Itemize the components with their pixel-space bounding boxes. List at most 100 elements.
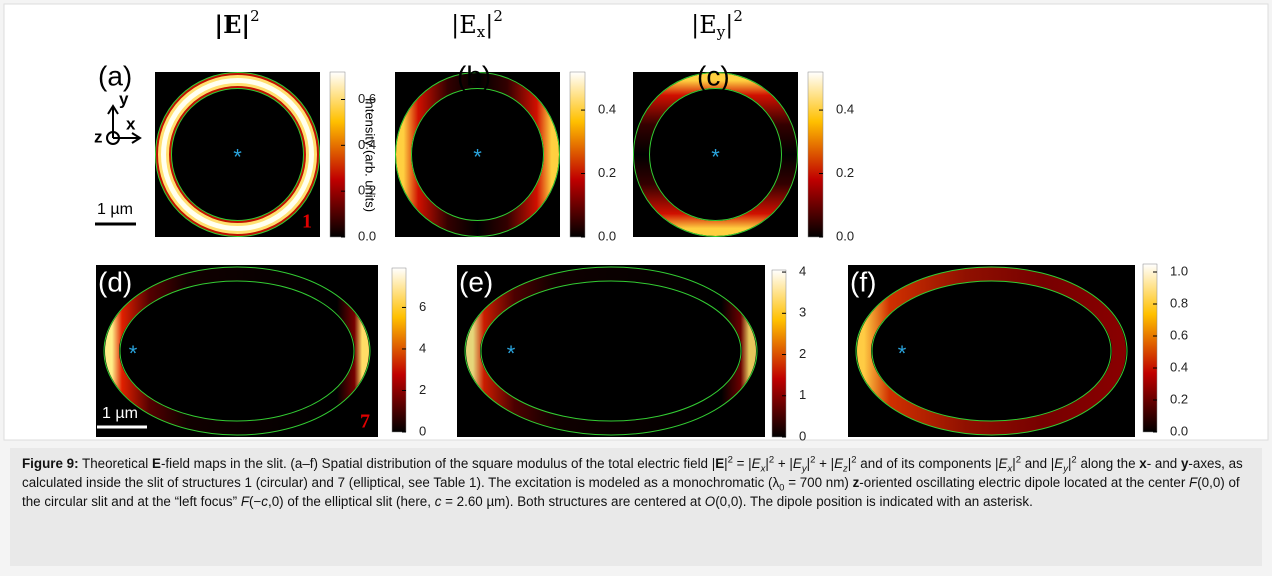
colorbar-tick-label: 2	[419, 382, 426, 397]
caption-text: (−	[249, 494, 262, 509]
dipole-marker: *	[473, 144, 482, 169]
caption-text: E	[152, 456, 161, 471]
caption-text: 2	[727, 454, 733, 466]
dipole-marker: *	[129, 341, 138, 366]
colorbar-tick-label: 0.2	[358, 183, 376, 198]
colorbar-tick-label: 1.0	[1170, 263, 1188, 278]
title-sub: y	[716, 23, 726, 41]
column-title: |Ey|2	[691, 7, 743, 41]
caption-text: c	[434, 494, 442, 509]
title-end: |	[485, 11, 493, 40]
field-ring	[396, 73, 559, 236]
title-text: |E	[691, 11, 717, 40]
colorbar-tick-label: 4	[419, 340, 426, 355]
dipole-marker: *	[233, 144, 242, 169]
caption-text: 2	[1071, 454, 1077, 466]
panel-label: (a)	[98, 60, 132, 91]
colorbar-tick-label: 0.6	[1170, 327, 1188, 342]
colorbar	[391, 267, 407, 433]
caption-text: -oriented oscillating electric dipole lo…	[859, 475, 1190, 490]
colorbar-tick-label: 0.2	[1170, 391, 1188, 406]
colorbar-tick-label: 0.4	[358, 137, 376, 152]
colorbar-tick-label: 0.2	[598, 165, 616, 180]
panel: * (e) 0 1 2 3 4	[457, 263, 806, 443]
caption-text: E	[792, 456, 802, 471]
caption-text: x	[1007, 464, 1012, 475]
colorbar-tick-label: 0.6	[358, 91, 376, 106]
slit-outline	[411, 88, 544, 221]
caption-text: x	[760, 463, 766, 475]
field-map	[96, 265, 378, 437]
panel: * (f) 0.0 0.2 0.4 0.6 0.8 1.0	[848, 263, 1188, 438]
field-ring	[634, 73, 797, 236]
colorbar	[329, 71, 346, 238]
caption: Figure 9: Theoretical E-field maps in th…	[10, 448, 1262, 566]
panel: * (b) 0.0 0.2 0.4	[395, 60, 616, 243]
field-ring	[105, 267, 369, 435]
caption-text: y	[1063, 464, 1068, 475]
caption-text: |	[1012, 456, 1016, 471]
caption-text: y	[1180, 456, 1189, 471]
scale-bar-label: 1 µm	[102, 405, 138, 422]
colorbar-tick-label: 0.4	[598, 102, 616, 117]
caption-text: 2	[768, 454, 775, 466]
title-sup: 2	[250, 7, 260, 25]
caption-text: y	[1063, 463, 1068, 475]
panel: * (d) 7 0 2 4 6	[96, 265, 426, 438]
slit-outline	[855, 266, 1128, 436]
colorbar-tick-label: 0.0	[598, 228, 616, 243]
title-sup: 2	[733, 7, 743, 25]
field-map	[457, 265, 765, 437]
caption-text: + |	[815, 456, 835, 471]
caption-text: |	[1067, 456, 1072, 471]
caption-text: O	[704, 494, 716, 509]
colorbar	[807, 71, 824, 238]
field-map	[848, 265, 1135, 437]
title-sub: x	[477, 23, 486, 41]
caption-text: Figure 9:	[22, 456, 79, 471]
caption-text: E	[834, 456, 844, 471]
column-title: |E|2	[214, 7, 259, 39]
caption-text: = 700 nm)	[784, 475, 853, 490]
axis-y-label: y	[119, 89, 129, 108]
panel-label: (e)	[459, 266, 493, 297]
caption-text: x	[1007, 463, 1013, 475]
title-end: |	[725, 11, 733, 40]
caption-text: F	[1189, 475, 1198, 490]
dipole-marker: *	[507, 341, 516, 366]
slit-outline	[171, 88, 304, 221]
axis-z-label: z	[94, 127, 103, 146]
colorbar-tick-label: 0.4	[1170, 359, 1188, 374]
colorbar-tick-label: 4	[799, 263, 806, 278]
caption-text: = 2.60 µm). Both structures are centered…	[441, 494, 705, 509]
panel-label: (d)	[98, 266, 132, 297]
colorbar-tick-label: 0.0	[358, 228, 376, 243]
caption-text: E	[715, 456, 725, 471]
caption-text: ,0) of the elliptical slit (here,	[267, 494, 435, 509]
colorbar-tick-label: 0.8	[1170, 295, 1188, 310]
caption-text: (0,0). The dipole position is indicated …	[715, 494, 1033, 509]
caption-text: y	[802, 464, 807, 475]
field-ring	[161, 78, 314, 231]
caption-text: z	[843, 464, 848, 475]
structure-number: 7	[360, 411, 370, 433]
panel: * (a) 1 0.0 0.2 0.4 0.6	[98, 60, 376, 243]
colorbar-tick-label: 3	[799, 305, 806, 320]
caption-text: |	[847, 456, 852, 471]
caption-text: (0,0) of the circular slit and at the “l…	[22, 475, 1240, 509]
caption-text: -axes, as calculated inside the slit of …	[22, 456, 1243, 490]
caption-text: Theoretical	[78, 456, 152, 471]
dipole-marker: *	[898, 341, 907, 366]
caption-text: and of its components |	[856, 456, 999, 471]
caption-text: - and	[1146, 456, 1181, 471]
panel-label: (c)	[697, 60, 730, 91]
slit-outline	[633, 72, 798, 237]
caption-text: 0	[779, 482, 785, 494]
slit-outline	[871, 280, 1112, 422]
axes-indicator	[106, 104, 142, 145]
caption-text: x	[1139, 456, 1147, 471]
caption-text: E	[751, 456, 761, 471]
caption-text: z	[852, 475, 860, 490]
colorbar-tick-label: 0.4	[836, 102, 854, 117]
